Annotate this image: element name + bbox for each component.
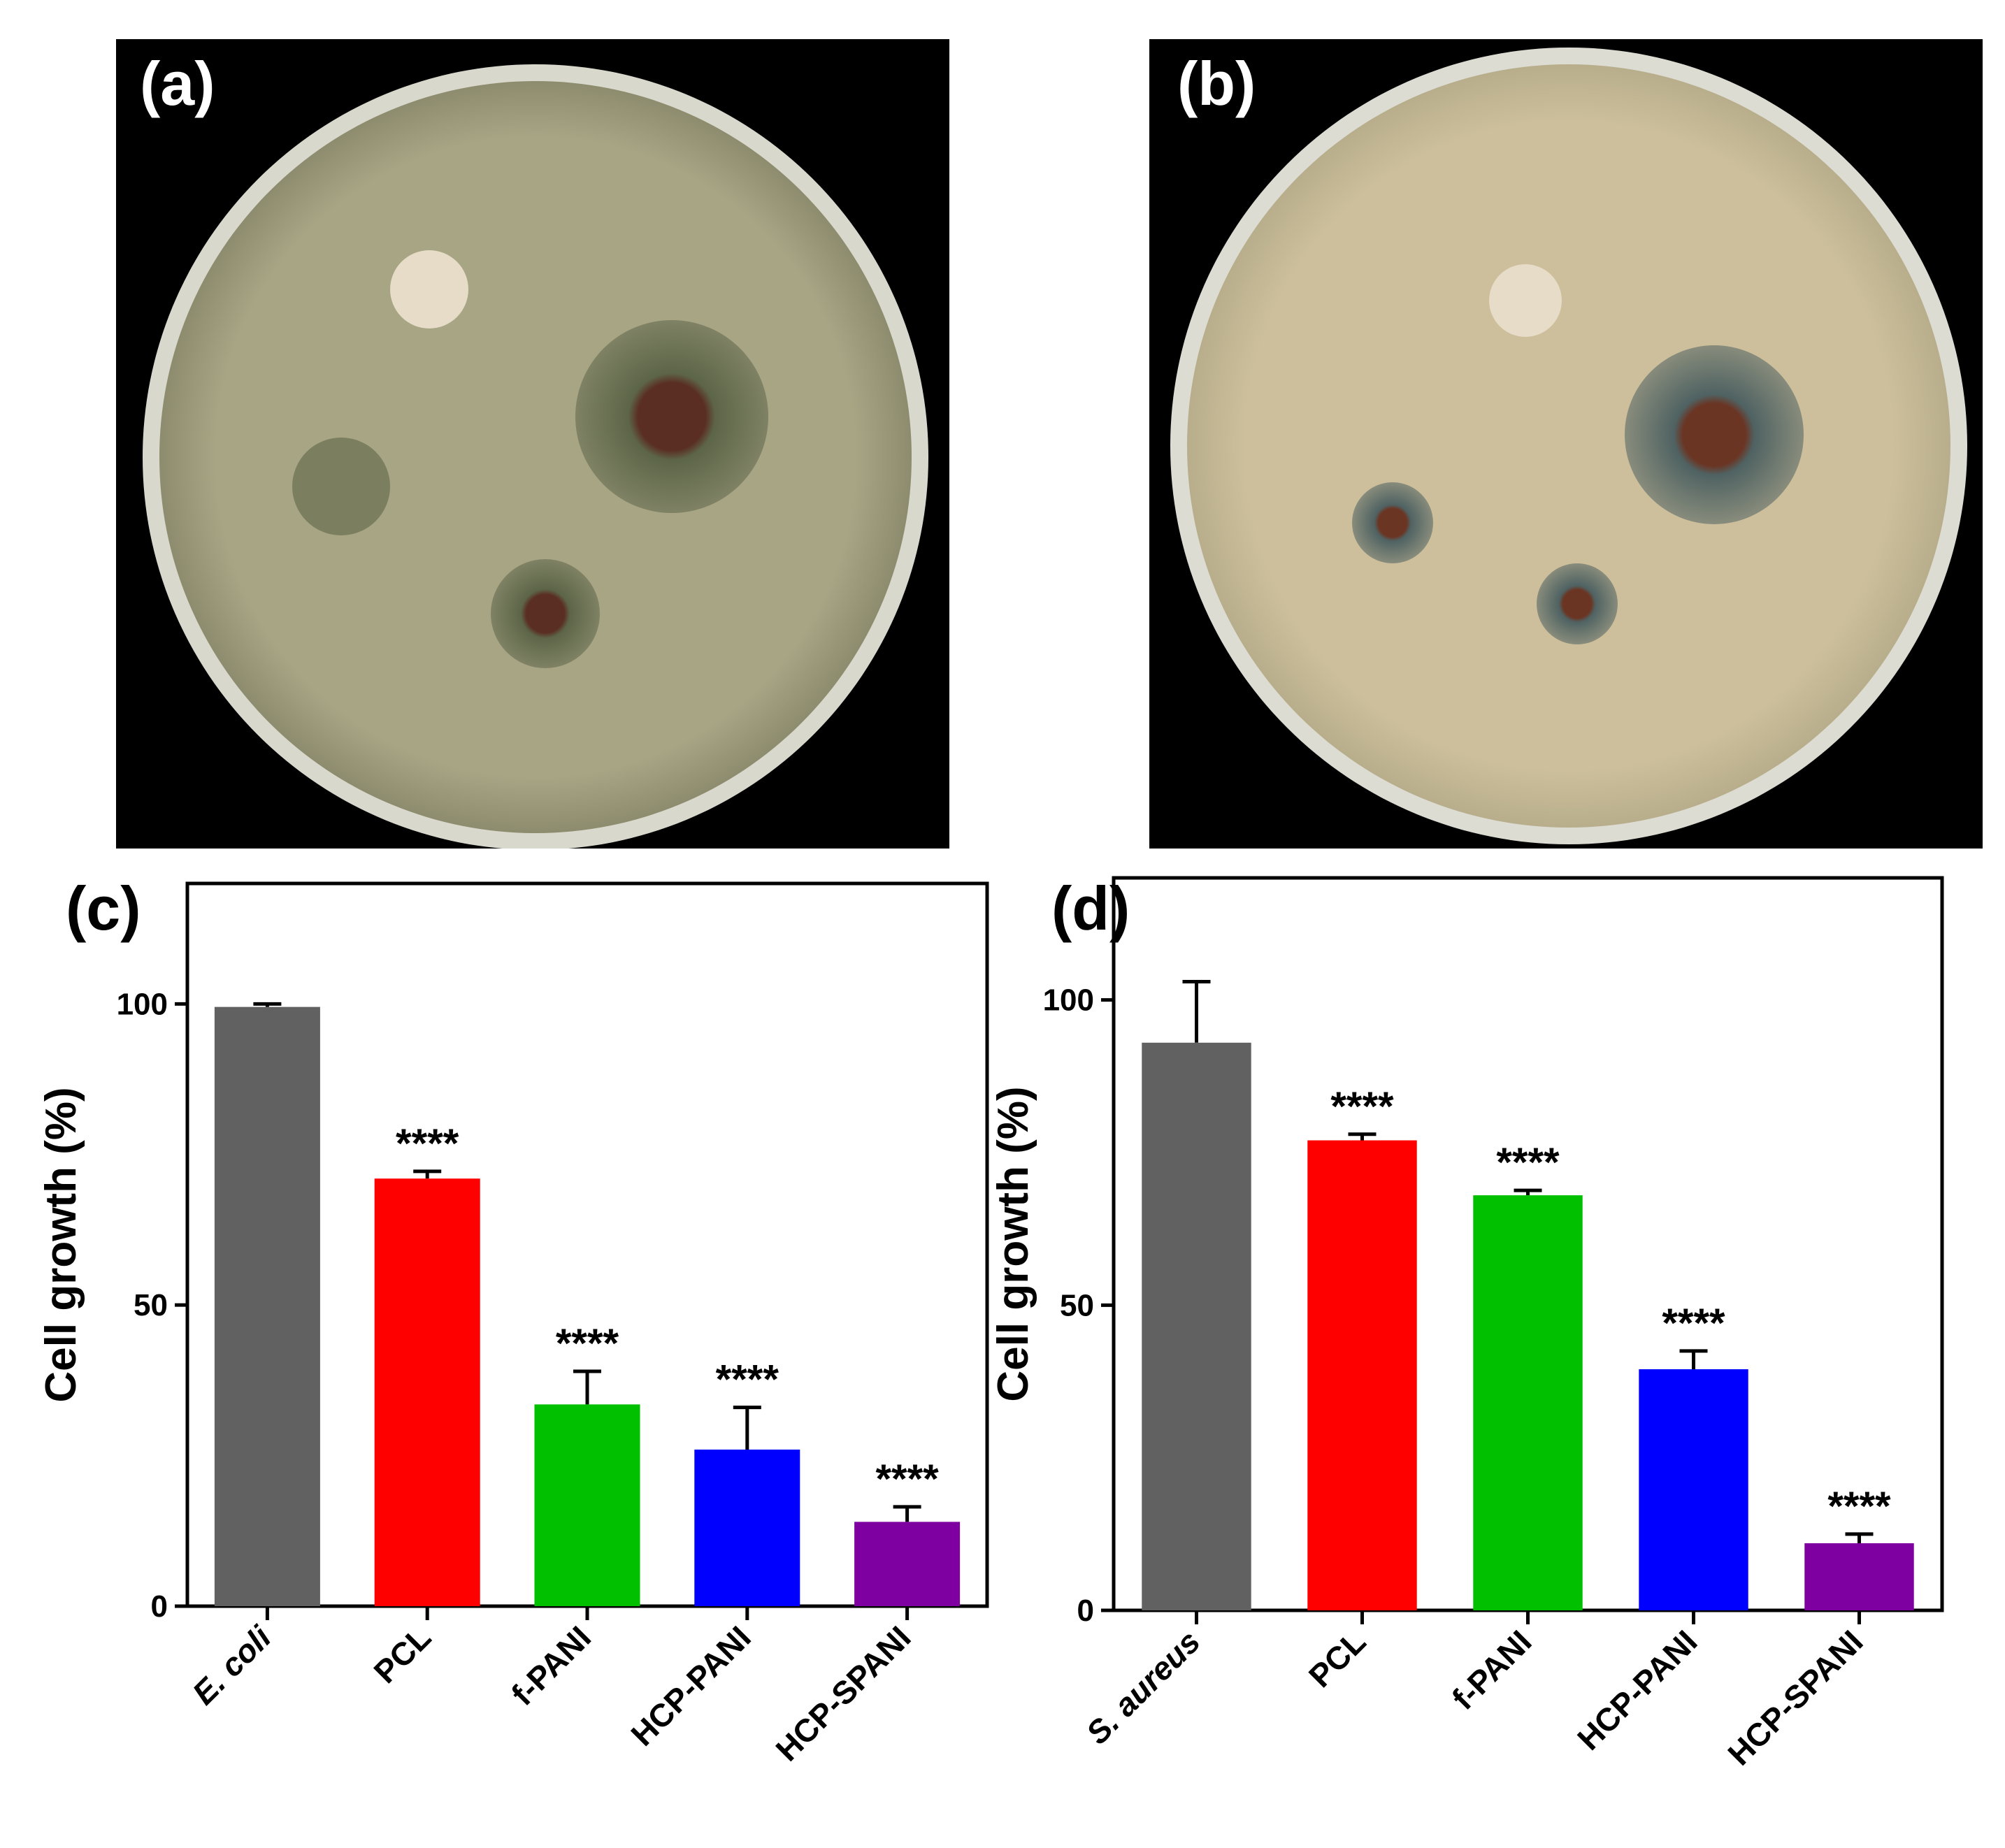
panel-label-c: (c): [66, 874, 141, 943]
agar-surface: [1187, 64, 1950, 828]
x-tick-label: S. aureus: [1079, 1623, 1207, 1751]
bar-hcp-pani: [694, 1449, 800, 1606]
bar-pcl: [1307, 1140, 1417, 1610]
bar-chart-c: 0 50 100 Cell growth (%) E. coli **** PCL **** f…: [37, 881, 989, 1768]
significance-label: ****: [1662, 1301, 1725, 1346]
x-tick-label: HCP-PANI: [1570, 1623, 1704, 1757]
y-axis-label: Cell growth (%): [37, 1087, 85, 1402]
significance-label: ****: [875, 1457, 939, 1502]
x-tick-label: PCL: [1302, 1623, 1373, 1694]
agar-surface: [159, 81, 912, 833]
bar-chart-d: 0 50 100 Cell growth (%) S. aureus **** PCL ***…: [989, 876, 1944, 1773]
inhibition-zone-medium: [1537, 563, 1618, 644]
y-tick-label: 0: [151, 1589, 168, 1624]
control-disc: [390, 250, 468, 329]
significance-label: ****: [716, 1357, 779, 1403]
panel-label-d: (d): [1051, 874, 1130, 943]
panel-label-a: (a): [140, 49, 215, 118]
inhibition-zone-medium: [491, 559, 600, 668]
significance-label: ****: [1496, 1140, 1560, 1185]
y-tick-label: 50: [134, 1288, 168, 1322]
bar-s-aureus: [1142, 1042, 1251, 1610]
x-tick-label: PCL: [366, 1619, 438, 1690]
significance-label: ****: [396, 1121, 459, 1167]
y-tick-label: 100: [1043, 983, 1094, 1018]
petri-dish-photo-b: (b): [1149, 39, 1983, 849]
x-tick-label: HCP-PANI: [624, 1619, 758, 1753]
chart-c-container: (c) 0 50 100 Cell growth (%) E. coli **** PCL *…: [0, 867, 1000, 1848]
bar-hcp-pani: [1639, 1369, 1748, 1610]
bar-f-pani: [534, 1404, 640, 1606]
inhibition-zone-small: [292, 438, 390, 535]
inhibition-zone-small: [1352, 482, 1433, 563]
petri-dish-image-a: [143, 64, 928, 849]
significance-label: ****: [1827, 1484, 1891, 1529]
x-tick-label: HCP-SPANI: [768, 1619, 917, 1768]
petri-dish-image-b: [1170, 48, 1967, 844]
y-tick-label: 0: [1077, 1594, 1094, 1628]
inhibition-zone-large: [575, 320, 768, 513]
significance-label: ****: [1330, 1084, 1394, 1129]
control-disc: [1489, 264, 1562, 337]
bar-pcl: [374, 1178, 480, 1606]
y-tick-label: 50: [1060, 1288, 1094, 1322]
bar-e-coli: [214, 1006, 320, 1606]
x-tick-label: f-PANI: [504, 1619, 598, 1712]
y-axis-label: Cell growth (%): [989, 1086, 1037, 1401]
bar-f-pani: [1473, 1195, 1583, 1610]
significance-label: ****: [556, 1321, 619, 1366]
x-tick-label: f-PANI: [1445, 1623, 1539, 1717]
panel-label-b: (b): [1177, 49, 1256, 118]
bar-hcp-spani: [854, 1522, 961, 1606]
petri-dish-photo-a: (a): [116, 39, 949, 849]
bar-hcp-spani: [1804, 1543, 1914, 1610]
chart-d-container: (d) 0 50 100 Cell growth (%) S. aureus **** PC…: [989, 867, 2005, 1848]
x-tick-label: HCP-SPANI: [1720, 1623, 1869, 1772]
x-tick-label: E. coli: [185, 1618, 278, 1711]
inhibition-zone-large: [1625, 345, 1804, 524]
y-tick-label: 100: [117, 987, 168, 1021]
